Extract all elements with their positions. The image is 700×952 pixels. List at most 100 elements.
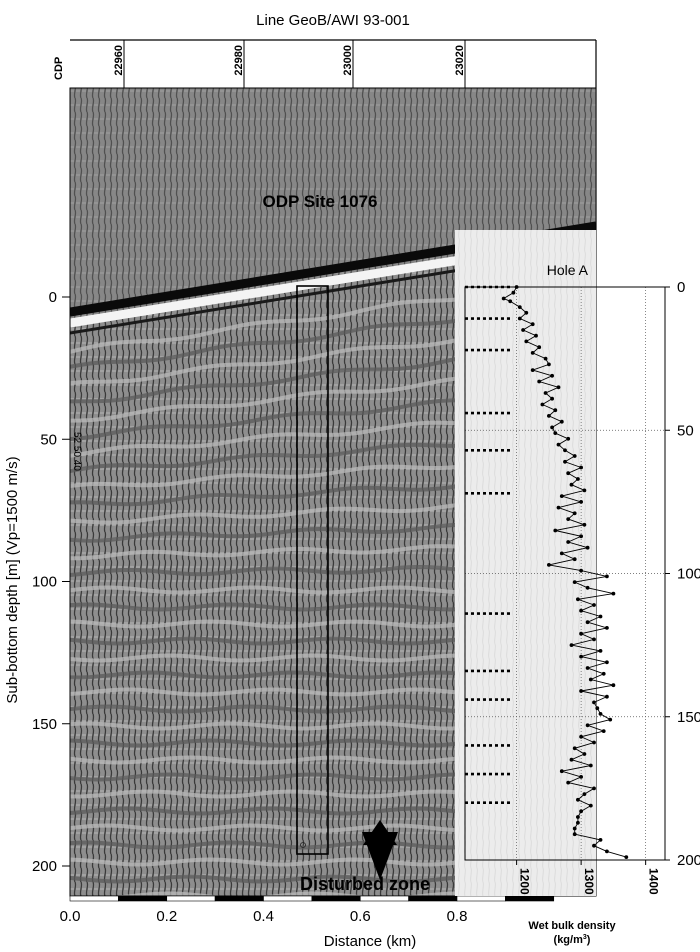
density-log-panel: Hole A 1200 1300 1400 0 50 100 150 200 Wet bul… [455,230,700,946]
density-x-ticks: 1200 1300 1400 [516,860,661,895]
density-point [566,780,571,785]
distance-scale-segment [359,895,409,902]
density-point [576,477,580,481]
density-point [605,849,609,854]
seismic-reflector [70,464,461,488]
density-point [566,540,571,544]
density-point [585,620,590,625]
seismic-reflector [70,874,461,884]
depth-tick-label: 50 [40,431,57,448]
density-point [582,488,587,493]
density-point [566,436,571,441]
density-point [605,574,609,579]
density-point [579,689,583,693]
density-point [611,591,616,596]
density-point [598,838,603,842]
density-y-tick-label: 50 [677,422,694,439]
density-xlabel-line2: (kg/m3) [554,934,591,946]
cdp-tick-label: 22980 [233,45,245,76]
density-point [624,855,629,859]
density-point [559,769,564,774]
seismic-reflector [70,823,461,833]
disturbed-zone-pointer [363,820,397,866]
density-point [553,528,558,533]
density-xlabel-sup: 3 [583,934,587,941]
density-point [524,339,529,344]
density-point [543,356,548,361]
density-point [511,290,516,295]
density-point [582,752,587,756]
density-y-tick-label: 200 [677,852,700,869]
seismic-reflector [70,857,461,867]
distance-tick-label: 0.8 [447,908,468,925]
density-point [517,316,522,321]
seismic-reflector [70,502,461,525]
seismic-reflector [70,789,461,799]
density-point [553,431,558,435]
density-point [576,820,580,825]
disturbed-zone-label: Disturbed zone [300,874,430,894]
density-point [569,482,574,487]
density-point [572,557,577,562]
side-annotation: 52 50 40 [71,432,82,471]
density-point [579,631,583,636]
density-point [585,723,590,728]
density-point [501,296,506,301]
density-point [592,700,596,705]
density-point [517,305,522,309]
density-point [559,551,564,556]
density-point [611,683,616,688]
density-point [588,763,593,768]
density-point [579,809,583,814]
seismic-reflector [70,670,461,680]
seismic-reflector [70,687,461,697]
depth-axis-ticks: 0 50 100 150 200 [32,289,70,875]
seismic-reflector [70,704,461,714]
density-point [563,459,567,464]
seismic-reflector [70,337,461,386]
seismic-reflector [70,376,461,423]
density-point [534,333,538,338]
site-label: ODP Site 1076 [263,192,378,211]
distance-axis-ticks: 0.0 0.2 0.4 0.6 0.8 [60,908,468,925]
seismic-reflector [70,318,461,369]
seismic-reflector [70,653,461,663]
seismic-reflector [70,356,461,404]
density-point [550,373,554,378]
density-point [572,511,577,516]
density-point [588,677,593,682]
density-point [582,522,587,527]
seismic-reflector [70,721,461,731]
density-point [537,379,542,384]
distance-scale-segment [69,895,119,902]
density-point [598,614,603,619]
density-point [521,328,525,332]
density-point [579,608,583,613]
density-point [569,757,574,762]
distance-tick-label: 0.6 [350,908,371,925]
distance-scale-segment [214,895,264,902]
seismic-reflector [70,755,461,765]
distance-tick-label: 0.2 [156,908,177,925]
core-bottom-marker [300,842,306,848]
depth-tick-label: 150 [32,716,57,733]
depth-tick-label: 100 [32,574,57,591]
cdp-ticks: 22960 22980 23000 23020 [113,40,466,88]
seismic-reflector [70,442,461,473]
seismic-reflector [70,564,461,577]
density-series [501,285,629,859]
distance-scale-segment [311,895,361,902]
density-point [572,746,577,751]
distance-scale-segment [408,895,458,902]
density-point [585,666,590,670]
density-point [582,792,587,796]
density-point [530,322,535,327]
density-point [588,803,593,808]
density-point [569,643,574,647]
density-point [601,671,606,676]
density-point [585,545,590,550]
density-point [543,391,548,395]
density-point [530,368,535,372]
density-point [579,775,583,779]
density-point [592,786,596,791]
